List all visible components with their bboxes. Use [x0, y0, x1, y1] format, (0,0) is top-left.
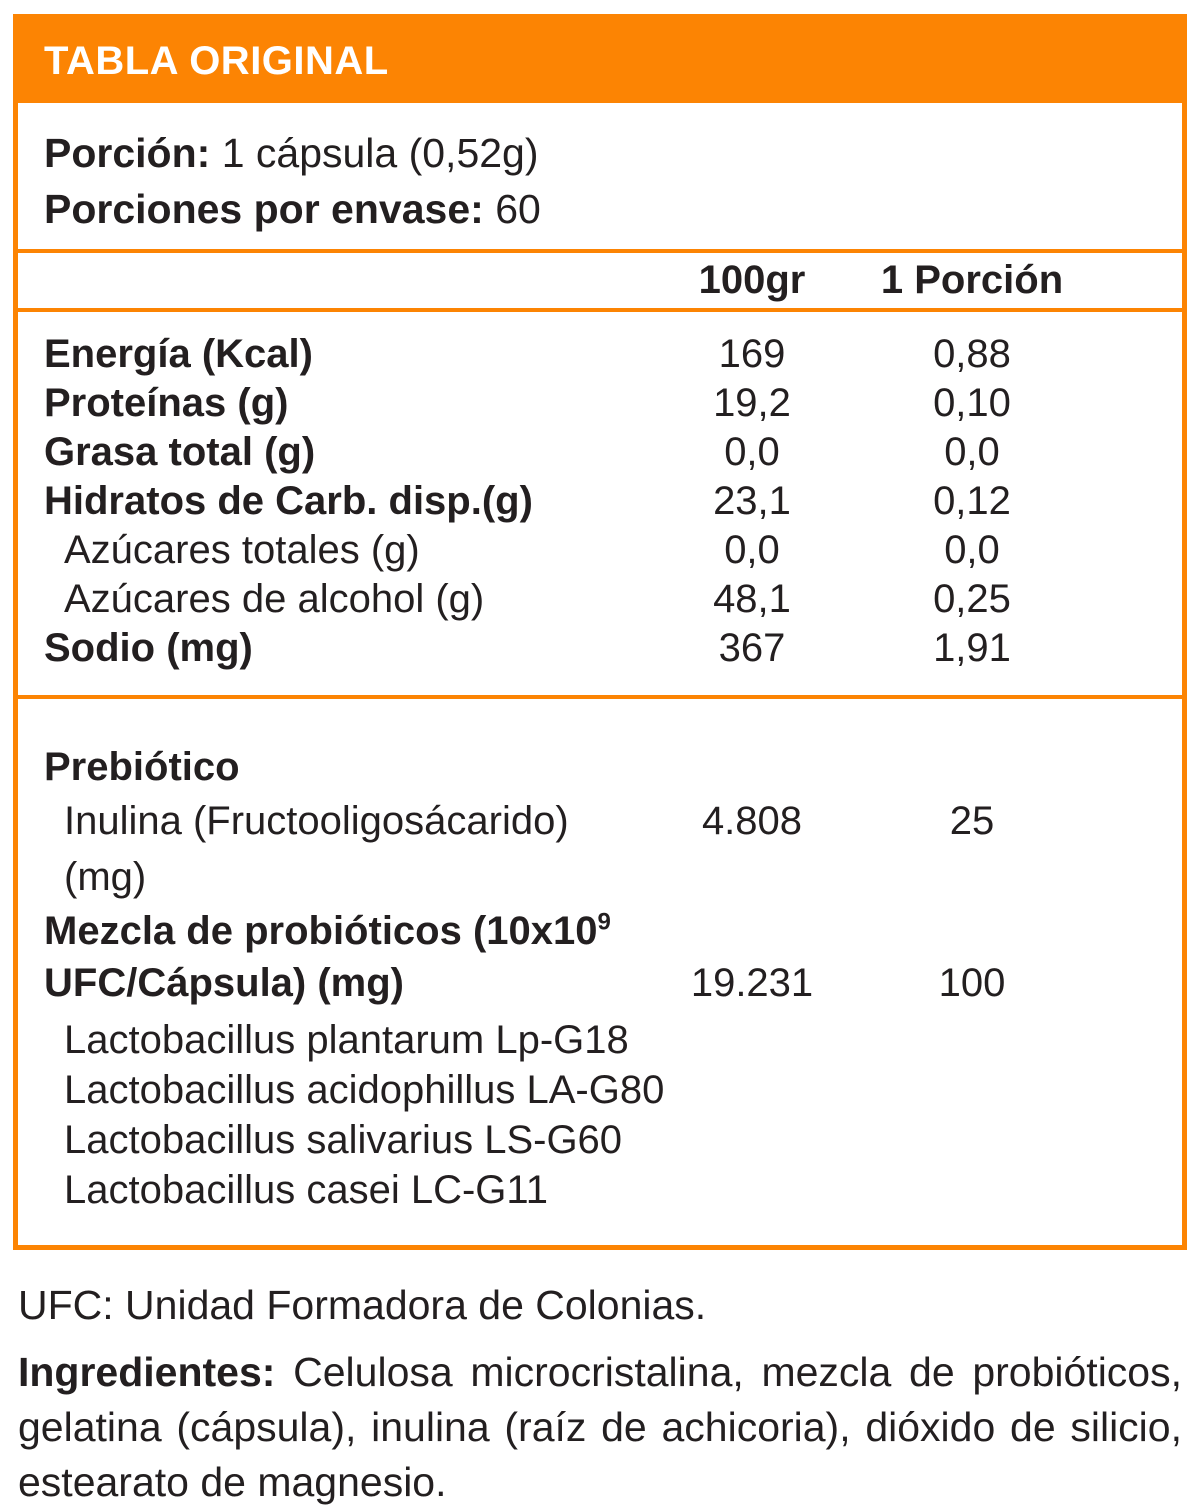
list-item: Lactobacillus plantarum Lp-G18	[64, 1018, 629, 1062]
list-item: Lactobacillus salivarius LS-G60	[64, 1118, 623, 1162]
nutrient-portion-value: 0,0	[944, 430, 1000, 474]
ingredients-paragraph: Ingredientes: Celulosa microcristalina, …	[18, 1345, 1182, 1510]
servings-per-container-row: Porciones por envase: 60	[44, 181, 1156, 237]
table-header-bar: TABLA ORIGINAL	[18, 19, 1182, 103]
nutrient-portion-value: 0,12	[933, 479, 1011, 523]
nutrient-portion-value: 0,10	[933, 381, 1011, 425]
probiotic-mix-label-line2: UFC/Cápsula) (mg)	[44, 961, 404, 1005]
list-item: Lactobacillus casei LC-G11	[64, 1168, 548, 1212]
ufc-note: UFC: Unidad Formadora de Colonias.	[18, 1282, 707, 1328]
nutrient-per100-value: 0,0	[724, 430, 780, 474]
portion-value: 1 cápsula (0,52g)	[221, 130, 539, 176]
column-header-row: 100gr 1 Porción	[18, 253, 1182, 312]
probiotic-mix-label-line1: Mezcla de probióticos (10x10	[44, 909, 598, 953]
nutrient-rows-section: Energía (Kcal) 169 0,88 Proteínas (g) 19…	[18, 312, 1182, 699]
prebiotic-section: Prebiótico Inulina (Fructooligosácarido)…	[18, 699, 1182, 1245]
footnotes: UFC: Unidad Formadora de Colonias. Ingre…	[18, 1278, 1182, 1510]
list-item: Lactobacillus acidophillus LA-G80	[64, 1068, 665, 1112]
probiotic-strain-list: Lactobacillus plantarum Lp-G18 Lactobaci…	[18, 1009, 1182, 1215]
table-title: TABLA ORIGINAL	[44, 38, 389, 83]
nutrient-per100-value: 169	[718, 332, 786, 376]
nutrient-portion-value: 0,25	[933, 577, 1011, 621]
table-row: Mezcla de probióticos (10x109 UFC/Cápsul…	[18, 905, 1182, 1009]
probiotic-mix-exponent: 9	[597, 908, 611, 936]
portion-row: Porción: 1 cápsula (0,52g)	[44, 125, 1156, 181]
ingredients-label: Ingredientes:	[18, 1349, 276, 1395]
table-row: Proteínas (g) 19,2 0,10	[18, 379, 1182, 428]
nutrient-label: Sodio (mg)	[44, 626, 253, 670]
nutrient-label: Energía (Kcal)	[44, 332, 313, 376]
nutrient-per100-value: 0,0	[724, 528, 780, 572]
table-row: Sodio (mg) 367 1,91	[18, 624, 1182, 673]
nutrient-per100-value: 367	[718, 626, 786, 670]
nutrient-per100-value: 23,1	[713, 479, 791, 523]
table-row: Grasa total (g) 0,0 0,0	[18, 428, 1182, 477]
portion-label: Porción:	[44, 130, 211, 176]
probiotic-mix-label: Mezcla de probióticos (10x109 UFC/Cápsul…	[44, 905, 652, 1009]
nutrient-portion-value: 1,91	[933, 626, 1011, 670]
servings-per-container-value: 60	[495, 186, 541, 232]
probiotic-mix-per100-value: 19.231	[690, 961, 814, 1005]
table-row: Inulina (Fructooligosácarido) (mg) 4.808…	[18, 793, 1182, 905]
column-header-portion: 1 Porción	[880, 258, 1064, 302]
table-row: Azúcares totales (g) 0,0 0,0	[18, 526, 1182, 575]
serving-info-section: Porción: 1 cápsula (0,52g) Porciones por…	[18, 103, 1182, 253]
nutrient-label: Azúcares totales (g)	[64, 528, 420, 572]
probiotic-mix-portion-value: 100	[938, 961, 1006, 1005]
table-row: Energía (Kcal) 169 0,88	[18, 330, 1182, 379]
inulin-per100-value: 4.808	[701, 799, 803, 843]
nutrient-per100-value: 48,1	[713, 577, 791, 621]
prebiotic-heading: Prebiótico	[44, 745, 240, 789]
nutrient-label: Hidratos de Carb. disp.(g)	[44, 479, 533, 523]
column-header-100g: 100gr	[698, 258, 806, 302]
servings-per-container-label: Porciones por envase:	[44, 186, 484, 232]
nutrient-portion-value: 0,88	[933, 332, 1011, 376]
nutrient-portion-value: 0,0	[944, 528, 1000, 572]
nutrient-label: Proteínas (g)	[44, 381, 289, 425]
nutrient-label: Azúcares de alcohol (g)	[64, 577, 485, 621]
table-row: Hidratos de Carb. disp.(g) 23,1 0,12	[18, 477, 1182, 526]
table-row: Azúcares de alcohol (g) 48,1 0,25	[18, 575, 1182, 624]
inulin-label: Inulina (Fructooligosácarido) (mg)	[64, 799, 569, 899]
nutrition-table: TABLA ORIGINAL Porción: 1 cápsula (0,52g…	[13, 14, 1187, 1250]
inulin-portion-value: 25	[949, 799, 995, 843]
nutrient-label: Grasa total (g)	[44, 430, 316, 474]
nutrient-per100-value: 19,2	[713, 381, 791, 425]
